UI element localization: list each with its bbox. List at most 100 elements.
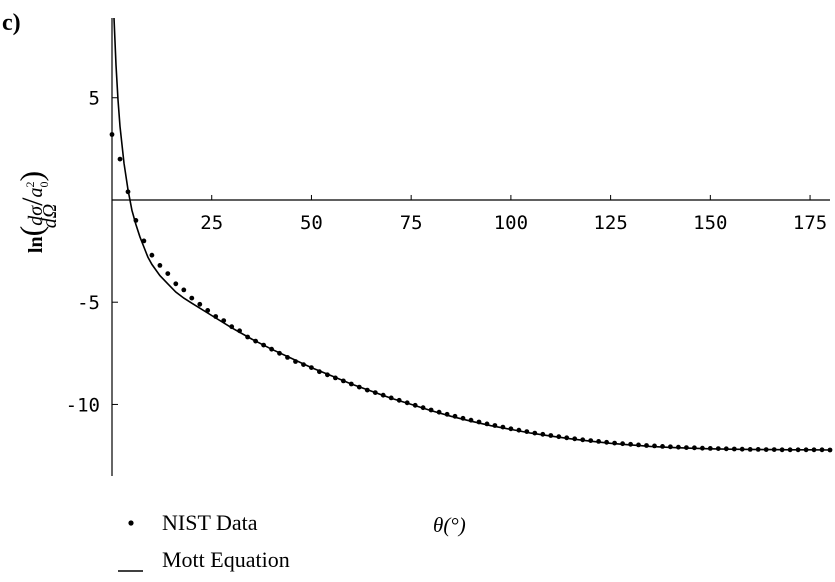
nist-data-point	[237, 328, 243, 334]
nist-data-point	[285, 355, 290, 360]
nist-data-point	[763, 447, 769, 452]
nist-data-point	[652, 443, 657, 449]
nist-data-point	[644, 443, 649, 448]
nist-data-point	[173, 281, 179, 287]
tick-labels: 25 50 75 100 125 150 175 5 -5 -10	[66, 88, 828, 417]
nist-data-point	[500, 424, 506, 430]
nist-data-point	[133, 218, 139, 223]
y-label-open-paren: (	[13, 226, 49, 237]
nist-data-point	[668, 444, 673, 450]
y-label-denominator: dΩ	[39, 204, 61, 228]
nist-data-point	[692, 445, 697, 451]
nist-data-point	[341, 378, 346, 384]
nist-data-point	[404, 400, 410, 406]
nist-data-point	[484, 421, 490, 427]
y-axis-label-text: ln(dσ/a20)	[13, 171, 51, 253]
y-axis-label: ln(dσ/a20) dΩ	[13, 171, 61, 253]
y-label-divisor-sup: 2	[23, 182, 37, 188]
nist-data-point	[309, 365, 314, 370]
nist-data-point	[700, 445, 705, 451]
nist-data-point	[165, 271, 171, 276]
x-tick-label: 175	[793, 212, 827, 234]
nist-data-point	[301, 362, 306, 367]
nist-data-point	[739, 446, 745, 452]
legend-label-mott: Mott Equation	[162, 547, 290, 572]
legend-marker-nist	[128, 520, 134, 526]
nist-data-point	[612, 440, 617, 446]
x-tick-label: 50	[300, 212, 323, 234]
nist-data-point	[261, 342, 266, 348]
nist-data-point	[827, 447, 833, 453]
nist-data-point	[189, 295, 195, 301]
nist-data-point	[420, 405, 426, 411]
nist-data-point	[508, 426, 514, 432]
nist-data-point	[795, 447, 801, 453]
nist-data-point	[197, 301, 203, 307]
nist-data-point	[636, 442, 641, 448]
x-tick-label: 100	[494, 212, 528, 234]
y-label-prefix: ln	[25, 236, 47, 253]
nist-data-point	[229, 324, 235, 330]
nist-data-point	[580, 437, 586, 443]
y-label-divisor-sub: 0	[37, 182, 51, 188]
nist-data-point	[596, 439, 601, 444]
nist-data-point	[516, 427, 522, 433]
x-tick-label: 75	[400, 212, 423, 234]
nist-data-point	[109, 132, 115, 137]
nist-data-point	[181, 287, 187, 293]
y-label-divisor-base: a	[25, 188, 47, 198]
nist-data-point	[221, 318, 227, 323]
nist-data-point	[348, 381, 354, 387]
y-label-close-paren: )	[13, 171, 49, 182]
panel-label: c)	[2, 10, 21, 36]
nist-data-point	[253, 338, 258, 344]
nist-data-point	[157, 263, 163, 268]
nist-data-point	[141, 238, 147, 244]
nist-data-point	[492, 423, 498, 428]
nist-data-point	[803, 447, 809, 453]
x-tick-label: 125	[593, 212, 627, 234]
nist-data-point	[277, 350, 282, 356]
nist-data-point	[364, 387, 370, 393]
nist-data-point	[660, 444, 665, 449]
nist-data-point	[117, 156, 123, 162]
nist-data-point	[468, 417, 474, 423]
y-tick-label: -10	[66, 394, 100, 416]
nist-data-point	[564, 435, 570, 441]
nist-data-point	[213, 314, 219, 319]
nist-data-point	[245, 334, 251, 340]
nist-data-point	[723, 446, 729, 452]
nist-data-point	[396, 397, 402, 403]
nist-data-point	[317, 369, 322, 375]
y-label-slash-outer: /	[16, 197, 49, 206]
nist-data-point	[149, 252, 155, 258]
nist-data-point	[333, 375, 338, 381]
nist-data-point	[747, 447, 753, 452]
nist-data-point	[548, 433, 554, 438]
nist-data-point	[572, 436, 578, 442]
nist-data-point	[436, 409, 442, 415]
y-label-numerator: dσ	[25, 205, 47, 226]
nist-data-point	[628, 441, 633, 447]
nist-data-point	[715, 446, 721, 451]
nist-data-point	[604, 439, 609, 445]
nist-data-point	[684, 445, 689, 450]
nist-data-point	[620, 441, 625, 447]
nist-data-point	[540, 431, 546, 437]
nist-data-series	[109, 132, 833, 453]
nist-data-point	[676, 444, 681, 450]
mott-equation-series	[113, 17, 831, 451]
nist-data-point	[205, 308, 211, 313]
nist-data-point	[588, 438, 594, 443]
nist-data-point	[325, 372, 330, 378]
nist-data-point	[412, 402, 418, 408]
nist-data-point	[356, 384, 362, 390]
nist-data-point	[388, 395, 394, 401]
nist-data-point	[444, 411, 450, 417]
nist-data-point	[819, 447, 825, 453]
x-tick-label: 25	[200, 212, 223, 234]
y-tick-label: 5	[89, 88, 100, 110]
nist-data-point	[125, 189, 131, 195]
nist-data-point	[787, 447, 793, 453]
